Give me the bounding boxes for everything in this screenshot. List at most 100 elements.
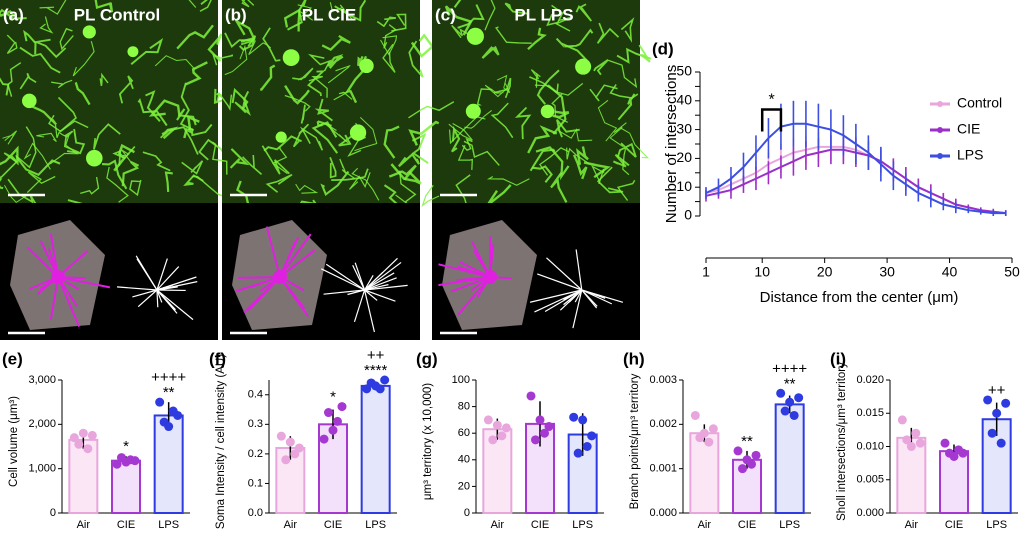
process [490,102,514,139]
data-point [319,434,329,444]
data-point [375,384,385,394]
data-point [531,435,540,445]
skeleton-branch [353,289,366,323]
process [292,67,314,81]
soma [465,103,481,119]
data-point [751,450,761,460]
data-point [526,391,536,401]
process [148,99,181,117]
y-axis-label: μm³ territory (x 10,000) [422,383,434,500]
x-tick-label: LPS [779,519,800,531]
x-tick-label: 20 [817,264,833,280]
x-tick-label: 1 [702,264,710,280]
y-tick-label: 0 [464,507,470,519]
skeleton-branch [156,289,194,321]
y-tick-label: 0.000 [856,507,884,519]
process [382,43,396,73]
process [451,125,461,153]
data-point [573,448,583,458]
y-axis-label: Sholl intersections/μm³ territory [836,362,848,521]
skeleton-branch [574,289,583,303]
process [212,53,233,66]
y-tick-label: 0.002 [649,418,677,430]
y-axis-label: Number of intersections [663,65,680,223]
data-point [130,456,140,466]
x-tick-label: Air [284,519,298,531]
process [333,91,353,101]
data-point [569,412,579,422]
data-point [578,415,588,425]
bar [68,438,99,515]
x-tick-label: LPS [986,519,1007,531]
skeleton-branch [135,255,158,291]
process [596,166,624,194]
skeleton-branch [352,265,366,291]
process [612,153,630,168]
bar [774,403,805,514]
process [546,4,564,27]
image-title: PL CIE [302,5,356,24]
skeleton-branch [156,258,168,291]
y-tick-label: 0.003 [649,374,677,386]
process [93,123,121,150]
data-point [708,424,718,434]
process [183,115,200,139]
image-title: PL LPS [514,5,573,24]
cell-branch [57,276,81,327]
process [0,10,16,18]
skeleton-branch [364,284,389,291]
process [185,61,208,86]
cell-branch [235,276,281,293]
y-tick-label: 0.1 [248,477,263,489]
process [15,156,61,177]
process [113,143,136,172]
process [260,64,276,91]
y-axis-label: Cell volume (μm³) [8,396,20,487]
data-point [690,410,700,420]
skeleton-branch [546,257,583,291]
process [23,142,51,170]
process [589,84,618,102]
process [19,46,61,74]
x-tick-label: LPS [572,519,593,531]
process [48,114,89,133]
process [527,27,547,51]
soma [82,25,96,39]
process [179,82,195,132]
data-point [285,437,295,447]
bar [689,432,720,515]
process [224,32,255,49]
cell-branch [26,246,59,278]
skeleton-branch [364,277,397,291]
x-tick-label: 10 [754,264,770,280]
process [261,145,290,175]
soma [282,49,300,67]
process [576,146,589,165]
data-point [902,435,912,445]
skeleton-branch [364,272,395,291]
y-tick-label: 1,000 [28,463,56,475]
process [591,165,605,185]
soma [86,149,103,167]
process [26,171,56,194]
process [295,183,319,194]
significance-bracket [760,108,783,132]
process [552,110,570,119]
process [234,90,251,117]
skeleton-branch [132,289,158,298]
y-tick-label: 0.001 [649,463,677,475]
y-tick-label: 60 [458,427,470,439]
image-title: PL Control [74,5,161,24]
data-point [911,428,921,438]
significance-mark: * [330,389,336,406]
process [307,70,326,97]
process [530,69,541,88]
process [421,184,440,208]
process [231,87,249,110]
process [0,77,10,96]
panel-label: (e) [2,349,23,368]
process [638,44,651,63]
skeleton-branch [364,271,384,291]
process [620,17,635,43]
skeleton-branch [364,275,374,291]
